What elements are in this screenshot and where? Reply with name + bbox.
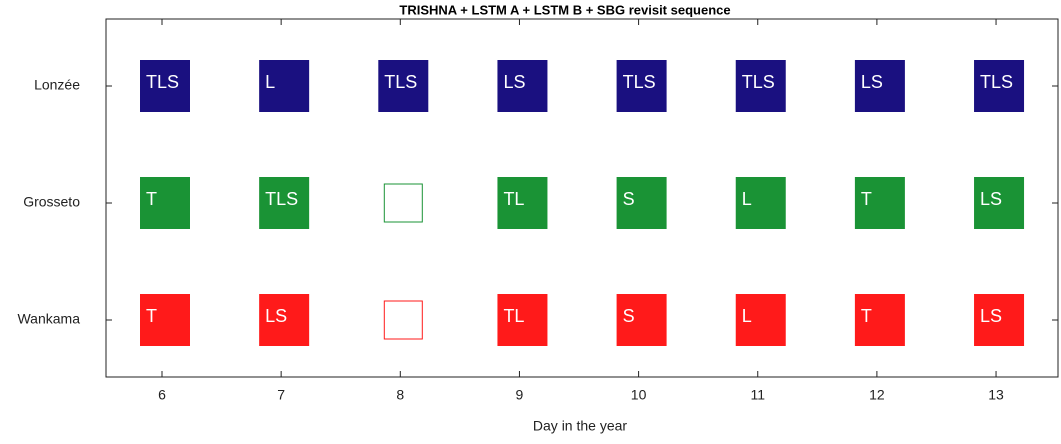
- cell-label: LS: [503, 72, 525, 92]
- cell-label: L: [742, 306, 752, 326]
- x-tick-label: 10: [631, 387, 647, 403]
- cell-label: T: [861, 189, 872, 209]
- cell-label: L: [265, 72, 275, 92]
- cell-label: T: [146, 189, 157, 209]
- cell: [497, 60, 548, 112]
- y-tick-label: Wankama: [17, 311, 80, 327]
- cell: [140, 177, 190, 229]
- cell-label: LS: [265, 306, 287, 326]
- cell-label: LS: [861, 72, 883, 92]
- cell: [735, 177, 786, 229]
- x-tick-label: 13: [988, 387, 1004, 403]
- cell: [974, 60, 1025, 112]
- x-tick-label: 7: [277, 387, 285, 403]
- y-tick-label: Lonzée: [34, 77, 80, 93]
- cell-label: TLS: [742, 72, 775, 92]
- cell-label: TLS: [146, 72, 179, 92]
- cell: [974, 294, 1025, 346]
- cell-label: LS: [980, 306, 1002, 326]
- cell: [974, 177, 1025, 229]
- cell-label: TL: [503, 189, 524, 209]
- cell-label: TLS: [265, 189, 298, 209]
- cell: [616, 177, 667, 229]
- cell-label: LS: [980, 189, 1002, 209]
- cell: [616, 60, 667, 112]
- cell: [735, 60, 786, 112]
- cell: [735, 294, 786, 346]
- cell-label: TLS: [623, 72, 656, 92]
- cell-label: S: [623, 306, 635, 326]
- cell: [854, 294, 905, 346]
- cell-label: T: [146, 306, 157, 326]
- cell: [378, 60, 429, 112]
- x-tick-label: 9: [516, 387, 524, 403]
- cell-label: TLS: [384, 72, 417, 92]
- empty-cell: [383, 300, 423, 340]
- cell: [497, 177, 548, 229]
- cell: [259, 177, 310, 229]
- cell: [140, 60, 190, 112]
- cell: [497, 294, 548, 346]
- cell-label: L: [742, 189, 752, 209]
- cell: [616, 294, 667, 346]
- cell-label: TLS: [980, 72, 1013, 92]
- empty-cell: [383, 183, 423, 223]
- cell-label: T: [861, 306, 872, 326]
- cell-label: S: [623, 189, 635, 209]
- x-tick-label: 12: [869, 387, 885, 403]
- cell: [854, 60, 905, 112]
- chart-title: TRISHNA + LSTM A + LSTM B + SBG revisit …: [399, 2, 730, 17]
- cell: [259, 294, 310, 346]
- x-tick-label: 6: [158, 387, 166, 403]
- y-tick-label: Grosseto: [23, 194, 80, 210]
- cell: [854, 177, 905, 229]
- cell: [140, 294, 190, 346]
- cell: [259, 60, 310, 112]
- x-tick-label: 8: [396, 387, 404, 403]
- cell-label: TL: [503, 306, 524, 326]
- x-tick-label: 11: [750, 387, 765, 403]
- plot-frame: [105, 18, 1059, 378]
- x-axis-label: Day in the year: [533, 418, 627, 434]
